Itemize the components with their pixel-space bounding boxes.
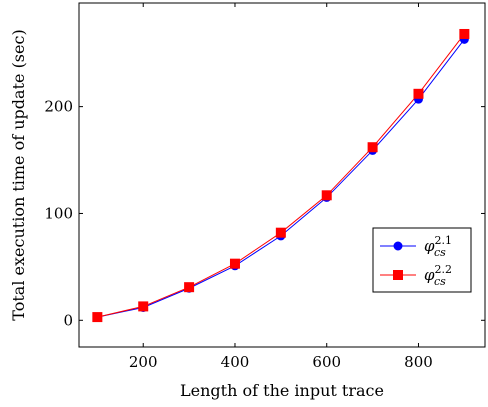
x-axis-title: Length of the input trace — [180, 381, 384, 400]
data-point-series-2 — [229, 258, 240, 269]
y-tick-label: 200 — [44, 98, 73, 116]
data-point-series-2 — [92, 312, 103, 323]
data-point-series-2 — [459, 28, 470, 39]
x-tick-label: 400 — [221, 353, 250, 371]
data-point-series-2 — [275, 227, 286, 238]
y-tick-label: 0 — [63, 311, 73, 329]
x-tick-label: 600 — [312, 353, 341, 371]
data-point-series-2 — [321, 190, 332, 201]
plot-frame — [78, 2, 486, 348]
data-point-series-2 — [367, 142, 378, 153]
legend-label-1: φ2.1 cs — [424, 234, 452, 259]
axis-ticks: 200 400 600 800 0 100 200 — [44, 3, 485, 371]
data-point-series-2 — [138, 301, 149, 312]
legend: φ2.1 cs φ2.2 cs — [372, 227, 472, 293]
data-point-series-2 — [413, 88, 424, 99]
series-markers — [92, 28, 470, 323]
x-tick-label: 800 — [404, 353, 433, 371]
legend-marker-2 — [393, 270, 403, 280]
legend-marker-1 — [393, 241, 403, 251]
legend-box — [372, 227, 472, 293]
y-tick-label: 100 — [44, 204, 73, 222]
legend-label-2: φ2.2 cs — [424, 263, 452, 288]
y-axis-title: Total execution time of update (sec) — [9, 29, 28, 320]
data-point-series-2 — [184, 282, 195, 293]
x-tick-label: 200 — [129, 353, 158, 371]
